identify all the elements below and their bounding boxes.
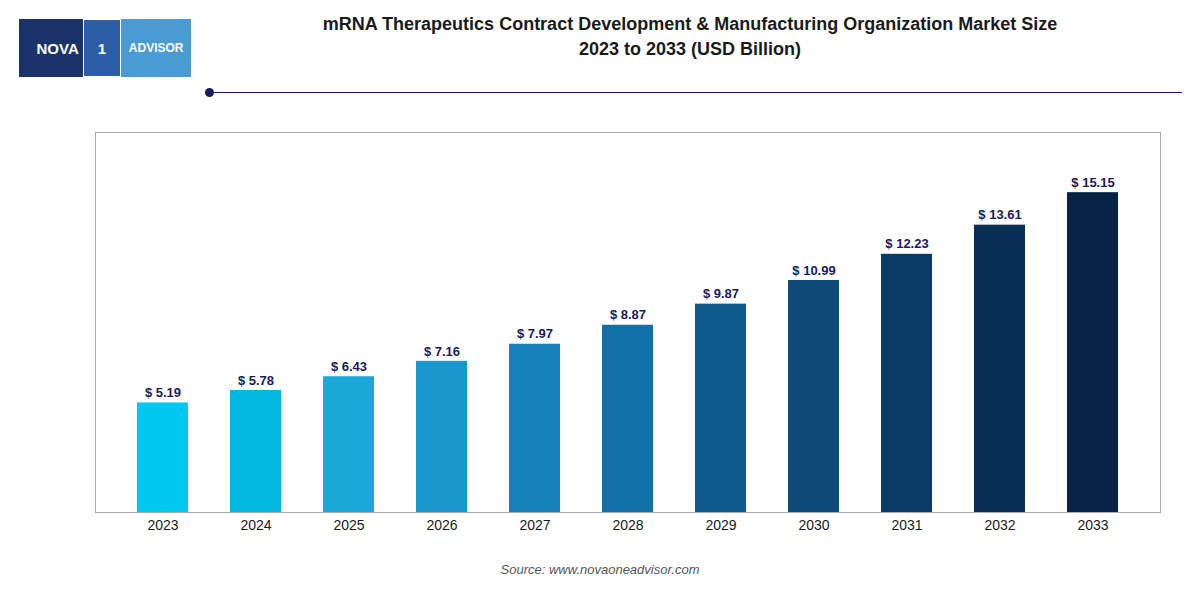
svg-text:$ 5.19: $ 5.19 (145, 385, 181, 400)
html-text:Source: www.novaoneadvisor.com: Source: www.novaoneadvisor.com (500, 562, 700, 577)
svg-text:2023: 2023 (147, 517, 178, 533)
svg-text:2024: 2024 (240, 517, 271, 533)
svg-text:$ 7.16: $ 7.16 (424, 344, 460, 359)
svg-text:$ 10.99: $ 10.99 (792, 263, 835, 278)
html-text:NOVA: NOVA (36, 39, 79, 57)
svg-text:$ 7.97: $ 7.97 (517, 326, 553, 341)
svg-text:$ 15.15: $ 15.15 (1071, 175, 1114, 190)
svg-text:2030: 2030 (798, 517, 829, 533)
html-text:mRNA Therapeutics Contract Dev: mRNA Therapeutics Contract Development &… (322, 14, 1058, 34)
svg-text:2033: 2033 (1077, 517, 1108, 533)
svg-text:$ 8.87: $ 8.87 (610, 307, 646, 322)
svg-text:2026: 2026 (426, 517, 457, 533)
svg-text:$ 5.78: $ 5.78 (238, 373, 274, 388)
html-text:2023 to 2033 (USD Billion): 2023 to 2033 (USD Billion) (579, 39, 801, 60)
svg-text:$ 6.43: $ 6.43 (331, 359, 367, 374)
svg-text:2028: 2028 (612, 517, 643, 533)
svg-text:2029: 2029 (705, 517, 736, 533)
svg-text:2027: 2027 (519, 517, 550, 533)
svg-text:2025: 2025 (333, 517, 364, 533)
svg-text:$ 12.23: $ 12.23 (885, 236, 928, 251)
svg-text:$ 9.87: $ 9.87 (703, 286, 739, 301)
svg-text:2032: 2032 (984, 517, 1015, 533)
svg-text:2031: 2031 (891, 517, 922, 533)
svg-text:$ 13.61: $ 13.61 (978, 207, 1021, 222)
html-text:ADVISOR: ADVISOR (128, 41, 184, 55)
html-text:1: 1 (97, 39, 107, 57)
